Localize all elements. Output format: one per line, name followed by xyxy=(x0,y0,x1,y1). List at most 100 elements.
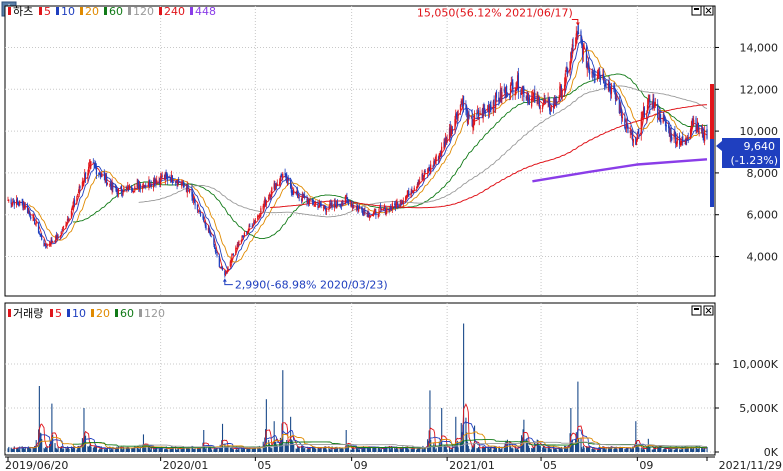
price-candle-body xyxy=(34,218,36,225)
volume-y-tick-label: 5,000K xyxy=(739,402,778,415)
volume-bar xyxy=(51,403,53,452)
price-candle-body xyxy=(565,67,567,72)
legend-swatch xyxy=(104,7,107,15)
price-candle-body xyxy=(577,32,579,35)
volume-bar xyxy=(402,446,404,452)
volume-bar xyxy=(166,449,168,452)
volume-bar xyxy=(98,449,100,452)
volume-bar xyxy=(55,447,57,452)
price-candle-body xyxy=(279,175,281,184)
volume-bar xyxy=(158,448,160,452)
price-candle-body xyxy=(12,200,15,202)
price-candle-body xyxy=(597,75,599,77)
price-candle-body xyxy=(395,202,397,208)
volume-bar xyxy=(624,448,626,452)
volume-bar xyxy=(574,439,577,452)
legend-entry: 120 xyxy=(144,307,165,320)
volume-bar xyxy=(78,447,80,452)
price-candle-body xyxy=(509,96,511,98)
volume-bar xyxy=(544,448,546,452)
price-candle-body xyxy=(185,187,188,192)
price-candle-body xyxy=(78,186,80,194)
price-candle-body xyxy=(307,200,309,204)
price-candle-body xyxy=(592,72,594,74)
volume-bar xyxy=(372,447,374,452)
price-candle-body xyxy=(411,190,413,193)
price-window-controls[interactable] xyxy=(691,5,714,16)
volume-bar xyxy=(82,443,84,452)
price-candle-body xyxy=(262,205,264,210)
price-candle-body xyxy=(330,203,332,207)
x-axis-label: 2021/01 xyxy=(449,459,495,471)
price-candle-body xyxy=(268,197,270,200)
volume-bar xyxy=(210,447,212,452)
price-candle-body xyxy=(457,110,459,119)
price-candle-body xyxy=(188,189,191,193)
price-candle-body xyxy=(372,212,375,215)
price-candle-body xyxy=(84,172,87,179)
price-candle-body xyxy=(127,185,129,188)
volume-bar xyxy=(383,447,385,452)
volume-bar xyxy=(238,446,240,452)
price-candle-body xyxy=(175,181,177,183)
price-candle-body xyxy=(170,179,172,183)
price-candle-body xyxy=(106,176,108,186)
volume-bar xyxy=(30,448,32,452)
price-candle-body xyxy=(122,192,124,195)
volume-bar xyxy=(509,441,511,452)
volume-bar xyxy=(165,446,167,452)
volume-bar xyxy=(242,447,244,452)
volume-bar xyxy=(676,447,678,452)
volume-bar xyxy=(386,446,388,452)
price-candle-body xyxy=(243,232,245,236)
volume-bar xyxy=(399,448,401,452)
volume-bar xyxy=(560,446,563,452)
price-candle-body xyxy=(484,108,486,109)
price-candle-body xyxy=(164,173,166,181)
volume-bar xyxy=(394,449,397,452)
volume-bar xyxy=(187,447,189,452)
volume-bar xyxy=(252,448,254,452)
price-candle-body xyxy=(500,89,502,100)
price-candle-body xyxy=(317,203,319,209)
volume-bar xyxy=(236,445,238,452)
price-candle-body xyxy=(407,190,409,196)
price-candle-body xyxy=(188,189,190,192)
price-candle-body xyxy=(390,208,393,210)
volume-bar xyxy=(488,446,490,452)
volume-bar xyxy=(456,440,458,452)
volume-bar xyxy=(142,444,144,452)
volume-bar xyxy=(422,445,424,452)
volume-bar xyxy=(625,449,627,452)
price-candle-body xyxy=(648,98,650,101)
price-candle-body xyxy=(199,209,201,212)
price-candle-body xyxy=(142,186,144,190)
volume-bar xyxy=(494,446,496,452)
volume-bar xyxy=(378,447,380,452)
volume-bar xyxy=(211,449,213,452)
volume-bar xyxy=(614,448,617,452)
volume-window-controls[interactable] xyxy=(691,305,714,316)
volume-bar xyxy=(318,447,320,452)
price-candle-body xyxy=(340,203,342,205)
volume-bar xyxy=(698,445,700,452)
legend-entry: 20 xyxy=(85,5,99,18)
volume-bar xyxy=(180,447,182,452)
price-candle-body xyxy=(596,77,599,79)
volume-bar xyxy=(286,439,288,452)
volume-bar xyxy=(225,446,227,452)
volume-bar xyxy=(542,447,544,452)
price-candle-body xyxy=(264,199,266,204)
price-candle-body xyxy=(621,110,623,118)
volume-bar xyxy=(306,449,308,452)
price-candle-body xyxy=(366,212,368,217)
volume-bar xyxy=(583,447,585,452)
volume-bar xyxy=(106,447,109,452)
volume-bar xyxy=(395,446,397,452)
price-candle-body xyxy=(632,138,635,143)
price-candle-body xyxy=(270,194,272,198)
volume-bar xyxy=(684,445,686,452)
volume-bar xyxy=(226,446,228,452)
price-candle-body xyxy=(397,203,399,208)
price-candle-body xyxy=(408,191,410,197)
